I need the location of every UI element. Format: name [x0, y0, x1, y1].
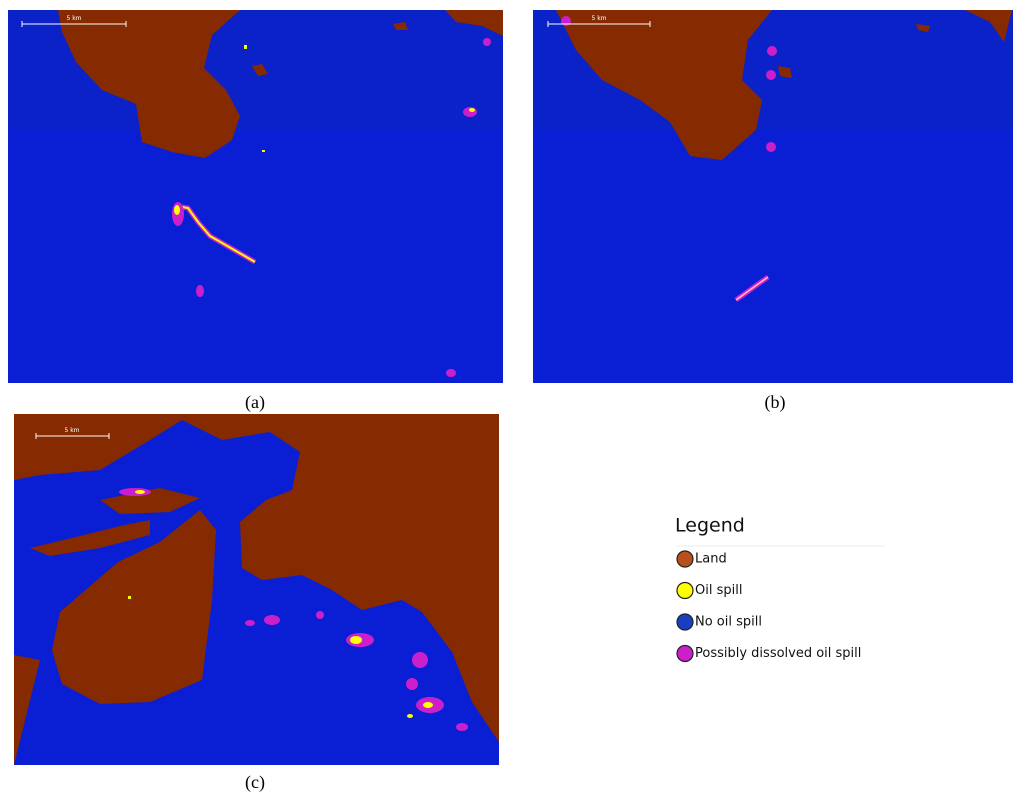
legend-label: Oil spill [695, 583, 742, 598]
panel-label: (c) [245, 772, 265, 793]
map-b: 5 km [533, 10, 1013, 383]
scale-label: 5 km [66, 15, 81, 22]
legend-title: Legend [675, 515, 745, 537]
legend-label: No oil spill [695, 615, 762, 630]
legend-swatch [677, 646, 693, 662]
legend: Legend Land Oil spill No oil spill Possibly… [675, 515, 885, 662]
map-c: 5 km [14, 414, 499, 765]
panel-label: (b) [765, 392, 786, 413]
map-a: 5 km [8, 10, 503, 383]
legend-label: Possibly dissolved oil spill [695, 646, 861, 661]
legend-swatch [677, 583, 693, 599]
legend-swatch [677, 551, 693, 567]
scale-label: 5 km [591, 15, 606, 22]
scale-label: 5 km [64, 427, 79, 434]
figure: 5 km (a) 5 km (b) [0, 0, 1014, 794]
panel-label: (a) [245, 392, 265, 413]
legend-swatch [677, 614, 693, 630]
legend-label: Land [695, 552, 727, 567]
